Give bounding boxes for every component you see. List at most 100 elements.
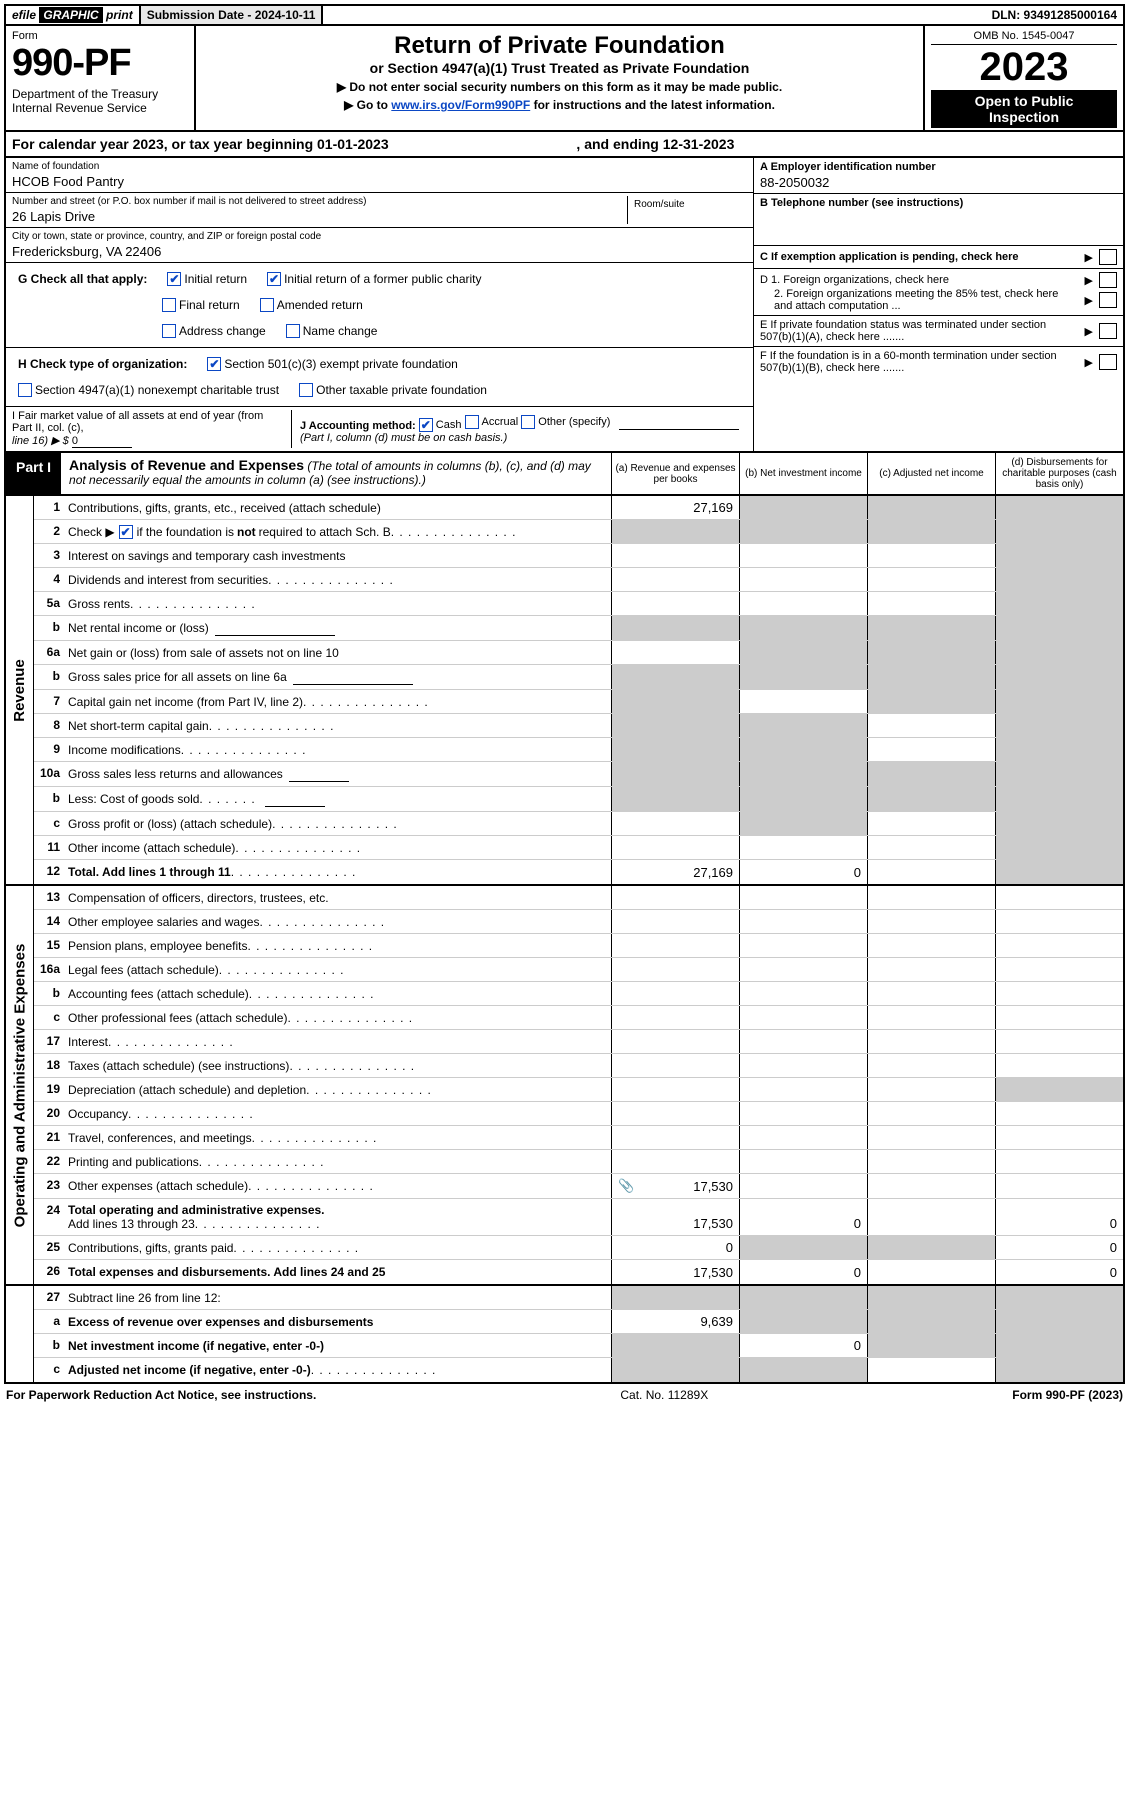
ln-6a: 6a <box>34 641 66 664</box>
ln-3: 3 <box>34 544 66 567</box>
v27aa: 9,639 <box>611 1310 739 1333</box>
desc-16a-t: Legal fees (attach schedule) <box>68 963 219 977</box>
v10bd <box>995 787 1123 811</box>
revenue-side-label: Revenue <box>6 496 34 884</box>
row-17: 17Interest <box>34 1030 1123 1054</box>
desc-8: Net short-term capital gain <box>66 714 611 737</box>
header-right: OMB No. 1545-0047 2023 Open to Public In… <box>923 26 1123 130</box>
desc-10c: Gross profit or (loss) (attach schedule) <box>66 812 611 835</box>
ln-16c: c <box>34 1006 66 1029</box>
v26c <box>867 1260 995 1284</box>
line27-rows: 27Subtract line 26 from line 12: aExcess… <box>34 1286 1123 1382</box>
chk-amended-return[interactable]: Amended return <box>260 298 363 312</box>
g-namechg: Name change <box>303 324 378 338</box>
v7c <box>867 690 995 713</box>
chk-initial-return[interactable]: ✔Initial return <box>167 272 247 286</box>
desc-8-t: Net short-term capital gain <box>68 719 209 733</box>
v25b <box>739 1236 867 1259</box>
i-line16: line 16) ▶ $ <box>12 435 69 447</box>
col-c-header: (c) Adjusted net income <box>867 453 995 494</box>
v15a <box>611 934 739 957</box>
val-2b <box>739 520 867 543</box>
desc-17-t: Interest <box>68 1035 108 1049</box>
v10bb <box>739 787 867 811</box>
ln-14: 14 <box>34 910 66 933</box>
row-4: 4Dividends and interest from securities <box>34 568 1123 592</box>
v16cd <box>995 1006 1123 1029</box>
chk-sch-b[interactable]: ✔ <box>119 525 133 539</box>
desc-27b-t: Net investment income (if negative, ente… <box>68 1339 324 1353</box>
chk-name-change[interactable]: Name change <box>286 324 378 338</box>
chk-other-method[interactable]: Other (specify) <box>521 414 739 430</box>
omb-number: OMB No. 1545-0047 <box>931 28 1117 45</box>
chk-cash[interactable]: ✔Cash <box>419 418 462 432</box>
note-goto: ▶ Go to www.irs.gov/Form990PF for instru… <box>206 98 913 112</box>
row-6b: bGross sales price for all assets on lin… <box>34 665 1123 690</box>
row-13: 13Compensation of officers, directors, t… <box>34 886 1123 910</box>
chk-address-change[interactable]: Address change <box>162 324 266 338</box>
v10ba <box>611 787 739 811</box>
v26b: 0 <box>739 1260 867 1284</box>
name-label: Name of foundation <box>12 161 747 172</box>
f-checkbox[interactable] <box>1099 354 1117 370</box>
ln-13: 13 <box>34 886 66 909</box>
d2-label: 2. Foreign organizations meeting the 85%… <box>774 288 1079 312</box>
v4a <box>611 568 739 591</box>
v10ac <box>867 762 995 786</box>
val-1d <box>995 496 1123 519</box>
desc-2-pre: Check ▶ <box>68 525 115 539</box>
desc-20-t: Occupancy <box>68 1107 128 1121</box>
row-27: 27Subtract line 26 from line 12: <box>34 1286 1123 1310</box>
v21b <box>739 1126 867 1149</box>
desc-10b-t: Less: Cost of goods sold <box>68 792 199 806</box>
f-label: F If the foundation is in a 60-month ter… <box>760 350 1079 374</box>
v9b <box>739 738 867 761</box>
attachment-icon[interactable]: 📎 <box>618 1178 634 1194</box>
v16aa <box>611 958 739 981</box>
ln-17: 17 <box>34 1030 66 1053</box>
efile-block[interactable]: efile GRAPHIC print <box>6 6 141 24</box>
v23a-val: 17,530 <box>693 1179 733 1194</box>
e-checkbox[interactable] <box>1099 323 1117 339</box>
chk-501c3[interactable]: ✔Section 501(c)(3) exempt private founda… <box>207 357 457 371</box>
val-2a <box>611 520 739 543</box>
row-27a: aExcess of revenue over expenses and dis… <box>34 1310 1123 1334</box>
row-16b: bAccounting fees (attach schedule) <box>34 982 1123 1006</box>
desc-7-t: Capital gain net income (from Part IV, l… <box>68 695 303 709</box>
v27cc <box>867 1358 995 1382</box>
desc-27c-t: Adjusted net income (if negative, enter … <box>68 1363 311 1377</box>
header-left: Form 990-PF Department of the Treasury I… <box>6 26 196 130</box>
v3d <box>995 544 1123 567</box>
desc-21: Travel, conferences, and meetings <box>66 1126 611 1149</box>
v16bd <box>995 982 1123 1005</box>
d2-checkbox[interactable] <box>1099 292 1117 308</box>
v17d <box>995 1030 1123 1053</box>
j-other: Other (specify) <box>538 416 610 428</box>
v27ca <box>611 1358 739 1382</box>
chk-initial-former[interactable]: ✔Initial return of a former public chari… <box>267 272 481 286</box>
irs: Internal Revenue Service <box>12 101 188 115</box>
d1-checkbox[interactable] <box>1099 272 1117 288</box>
v7b <box>739 690 867 713</box>
j-label: J Accounting method: <box>300 420 416 432</box>
g-label: G Check all that apply: <box>18 272 147 286</box>
chk-accrual[interactable]: Accrual <box>465 415 519 429</box>
v8c <box>867 714 995 737</box>
chk-other-taxable[interactable]: Other taxable private foundation <box>299 383 487 397</box>
chk-final-return[interactable]: Final return <box>162 298 240 312</box>
chk-4947[interactable]: Section 4947(a)(1) nonexempt charitable … <box>18 383 279 397</box>
v22a <box>611 1150 739 1173</box>
ln-8: 8 <box>34 714 66 737</box>
val-1a: 27,169 <box>611 496 739 519</box>
row-2: 2 Check ▶ ✔ if the foundation is not req… <box>34 520 1123 544</box>
room-suite: Room/suite <box>627 196 747 224</box>
desc-13: Compensation of officers, directors, tru… <box>66 886 611 909</box>
tax-year: 2023 <box>931 45 1117 90</box>
h-501c3: Section 501(c)(3) exempt private foundat… <box>224 357 457 371</box>
v8b <box>739 714 867 737</box>
desc-22: Printing and publications <box>66 1150 611 1173</box>
c-checkbox[interactable] <box>1099 249 1117 265</box>
dln: DLN: 93491285000164 <box>986 6 1123 24</box>
irs-link[interactable]: www.irs.gov/Form990PF <box>391 98 530 112</box>
desc-4: Dividends and interest from securities <box>66 568 611 591</box>
